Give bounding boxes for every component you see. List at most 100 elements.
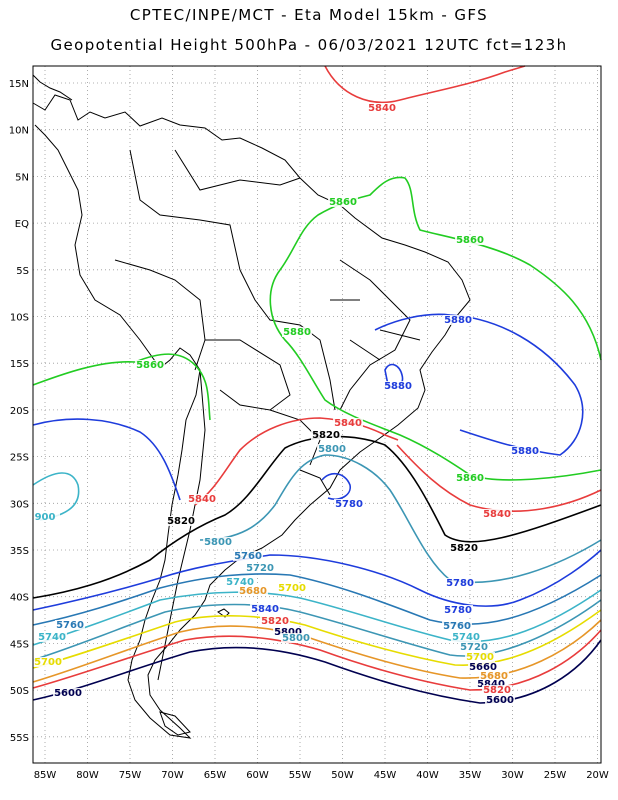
- contour-label-bg: [383, 381, 413, 391]
- contour-line: [194, 417, 399, 506]
- lat-tick-label: 10S: [10, 313, 29, 324]
- contour-label: 5800: [318, 444, 346, 455]
- contour-label: 5740: [452, 632, 480, 643]
- lat-tick-label: 25S: [10, 453, 29, 464]
- contour-label: 5840: [368, 103, 396, 114]
- contour-label: 5700: [278, 583, 306, 594]
- lon-tick-label: 45W: [374, 770, 397, 781]
- contour-line: [32, 418, 181, 501]
- contour-label-bg: [37, 632, 67, 642]
- contour-label: 5700: [466, 652, 494, 663]
- chart-title-line1: CPTEC/INPE/MCT - Eta Model 15km - GFS: [129, 6, 489, 24]
- contour-line: [32, 573, 602, 626]
- country-border-argentina-chile: [157, 369, 206, 681]
- state-borders-brazil: [330, 259, 421, 411]
- country-border-colombia: [129, 149, 241, 271]
- contour-line: [32, 609, 602, 669]
- lon-tick-label: 40W: [416, 770, 439, 781]
- contour-label-bg: [166, 516, 196, 526]
- contour-label: 5720: [460, 642, 488, 653]
- country-border-peru: [114, 259, 206, 371]
- contour-label-bg: [442, 621, 472, 631]
- contour-label: 5600: [54, 688, 82, 699]
- coastlines: [32, 74, 471, 739]
- contour-label: 5720: [246, 563, 274, 574]
- contour-label: 5660: [469, 662, 497, 673]
- lat-tick-label: 5S: [16, 266, 29, 277]
- contour-label-bg: [135, 360, 165, 370]
- central-america-coast: [32, 74, 73, 101]
- contour-label: 900: [35, 512, 56, 523]
- contour-label: 5760: [56, 620, 84, 631]
- contour-label: 5820: [483, 685, 511, 696]
- contour-label-bg: [317, 444, 347, 454]
- contour-label-bg: [482, 685, 512, 695]
- contour-label: 5860: [136, 360, 164, 371]
- lon-tick-label: 75W: [119, 770, 142, 781]
- chart-title-line2: Geopotential Height 500hPa - 06/03/2021 …: [50, 36, 568, 54]
- country-border-bolivia: [205, 339, 291, 411]
- contour-label-bg: [250, 604, 280, 614]
- contour-label-bg: [277, 583, 307, 593]
- contour-label-bg: [333, 418, 363, 428]
- lon-tick-label: 85W: [34, 770, 57, 781]
- contour-label-bg: [443, 605, 473, 615]
- lon-tick-label: 55W: [289, 770, 312, 781]
- contour-line: [32, 589, 602, 646]
- contour-label: 5780: [335, 499, 363, 510]
- contour-label: 5860: [456, 473, 484, 484]
- contour-label-bg: [334, 499, 364, 509]
- contour-label: 5880: [444, 315, 472, 326]
- contour-label-bg: [328, 197, 358, 207]
- contour-label-bg: [510, 446, 540, 456]
- lat-tick-label: 55S: [10, 733, 29, 744]
- contour-label-bg: [459, 642, 489, 652]
- lat-tick-label: 15N: [9, 79, 29, 90]
- contour-label: 5840: [188, 494, 216, 505]
- contour-label: 5880: [283, 327, 311, 338]
- contour-label-bg: [53, 688, 83, 698]
- contour-label: 5800: [274, 627, 302, 638]
- contour-label: 5880: [384, 381, 412, 392]
- contour-label-bg: [449, 543, 479, 553]
- contour-label: 5760: [234, 551, 262, 562]
- contour-label-bg: [445, 578, 475, 588]
- contour-label: 5840: [477, 679, 505, 690]
- contour-label: 5860: [329, 197, 357, 208]
- contour-label-bg: [476, 679, 506, 689]
- tierra-del-fuego: [159, 711, 191, 736]
- contour-label-bg: [451, 632, 481, 642]
- contour-label-bg: [55, 620, 85, 630]
- contour-line: [32, 629, 602, 691]
- latitude-labels: 15N 10N 5N EQ 5S 10S 15S 20S 25S 30S 35S 40S 45S 50S 5…: [9, 79, 29, 744]
- lat-tick-label: 35S: [10, 546, 29, 557]
- contour-label-bg: [367, 103, 397, 113]
- lat-tick-label: 45S: [10, 639, 29, 650]
- contour-line: [321, 472, 351, 500]
- contour-label: 5700: [34, 657, 62, 668]
- height-contours: [32, 65, 602, 704]
- contour-label: 5840: [251, 604, 279, 615]
- country-border-brazil-west: [239, 269, 336, 411]
- lat-tick-label: 20S: [10, 406, 29, 417]
- lon-tick-label: 30W: [501, 770, 524, 781]
- contour-label: 5780: [444, 605, 472, 616]
- contour-label-bg: [479, 671, 509, 681]
- lat-tick-label: 30S: [10, 499, 29, 510]
- contour-line: [32, 435, 602, 599]
- contour-label-bg: [187, 494, 217, 504]
- contour-label-bg: [225, 577, 255, 587]
- contour-label: 5680: [239, 586, 267, 597]
- contour-label-bg: [443, 315, 473, 325]
- contour-label-bg: [482, 509, 512, 519]
- lat-tick-label: 5N: [15, 172, 29, 183]
- contour-label-bg: [281, 633, 311, 643]
- contour-label: 5860: [456, 235, 484, 246]
- lon-tick-label: 50W: [331, 770, 354, 781]
- contour-label: 5800: [282, 633, 310, 644]
- lat-tick-label: 50S: [10, 686, 29, 697]
- contour-label: 5880: [511, 446, 539, 457]
- contour-label: 5600: [486, 695, 514, 706]
- contour-label: 5780: [446, 578, 474, 589]
- lon-tick-label: 60W: [246, 770, 269, 781]
